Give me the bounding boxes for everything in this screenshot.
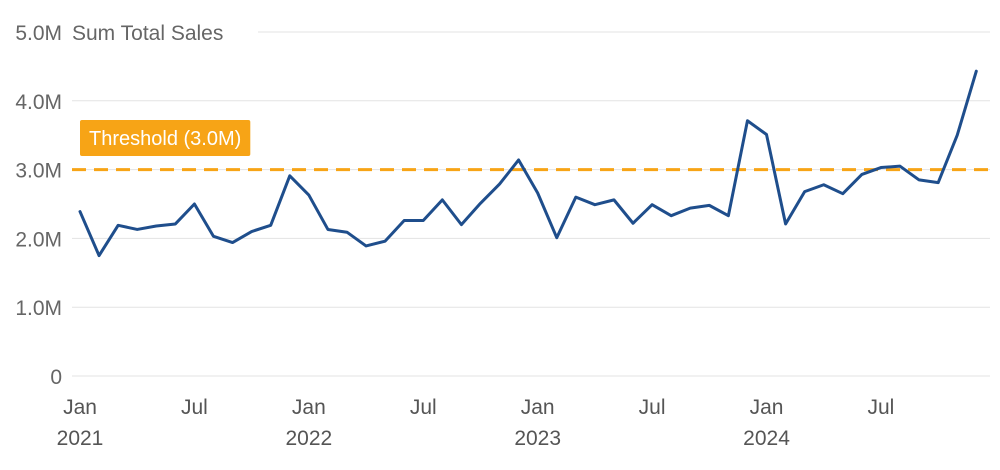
x-tick-year-label: 2023 <box>514 427 561 450</box>
x-tick-year-label: 2024 <box>743 427 790 450</box>
threshold-label-group: Threshold (3.0M) <box>80 120 251 156</box>
x-tick-label: Jul <box>868 396 895 419</box>
x-tick-year-label: 2022 <box>285 427 332 450</box>
grid-lines <box>72 31 990 377</box>
y-tick-label: 3.0M <box>15 160 62 183</box>
y-tick-label: 0 <box>50 366 62 389</box>
x-tick-label: Jan <box>292 396 326 419</box>
y-axis-ticks: 0 1.0M 2.0M 3.0M 4.0M 5.0M <box>15 22 62 389</box>
x-tick-label: Jul <box>181 396 208 419</box>
threshold-label: Threshold (3.0M) <box>89 128 241 150</box>
series-line <box>78 69 978 258</box>
x-tick-label: Jul <box>410 396 437 419</box>
x-tick-label: Jul <box>639 396 666 419</box>
threshold-label-badge <box>80 120 251 156</box>
x-tick-label: Jan <box>63 396 97 419</box>
y-tick-label: 2.0M <box>15 228 62 251</box>
x-tick-label: Jan <box>521 396 555 419</box>
series-layer <box>78 69 978 258</box>
x-tick-year-label: 2021 <box>57 427 104 450</box>
x-axis-ticks: Jan 2021 Jul Jan 2022 Jul Jan 2023 Jul Jan 2024 Jul <box>57 396 895 450</box>
y-tick-label: 1.0M <box>15 297 62 320</box>
x-tick-label: Jan <box>750 396 784 419</box>
y-axis-title: Sum Total Sales <box>72 22 223 45</box>
y-tick-label: 5.0M <box>15 22 62 45</box>
y-tick-label: 4.0M <box>15 91 62 114</box>
